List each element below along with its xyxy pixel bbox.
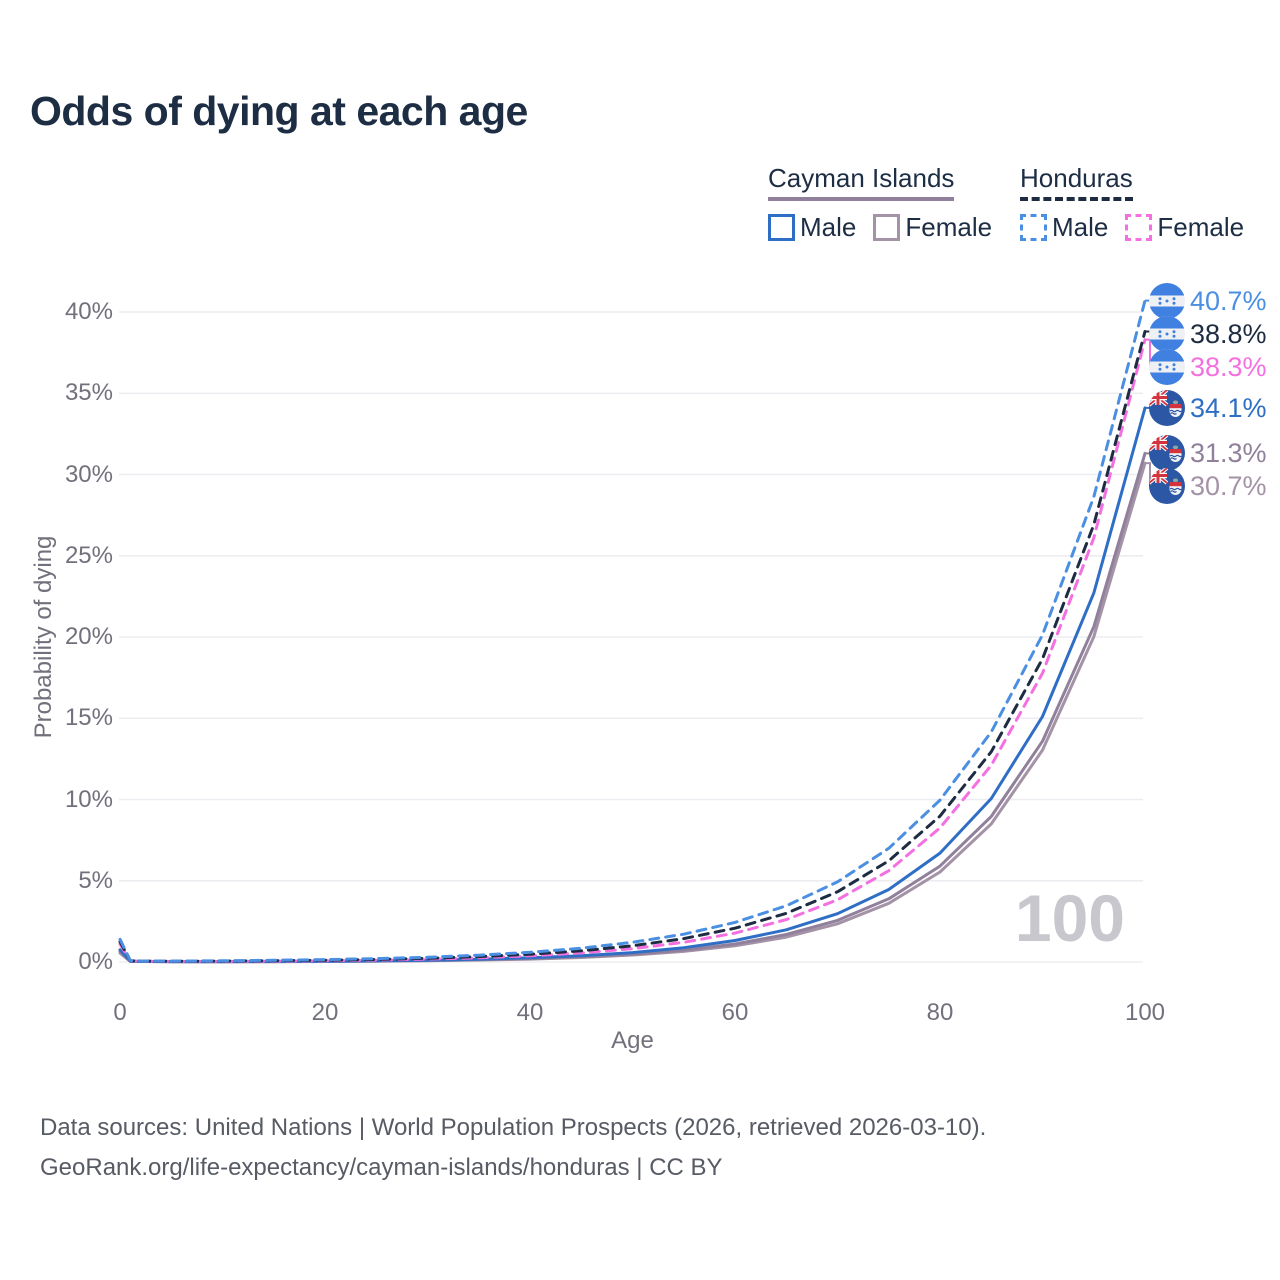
y-axis-title: Probability of dying bbox=[30, 535, 57, 739]
series-line-honduras-female[interactable] bbox=[118, 338, 1147, 963]
x-axis-tick-label: 100 bbox=[1124, 999, 1166, 1026]
legend-item-cayman-male[interactable]: Male bbox=[768, 212, 856, 243]
honduras-male-swatch-icon bbox=[1020, 214, 1047, 241]
honduras-flag-icon bbox=[1149, 349, 1185, 385]
attribution-line: GeoRank.org/life-expectancy/cayman-islan… bbox=[40, 1154, 723, 1181]
legend-group-cayman-islands: Cayman Islands Male Female bbox=[768, 163, 992, 243]
end-label-value: 38.3% bbox=[1190, 351, 1267, 382]
legend-item-honduras-male[interactable]: Male bbox=[1020, 212, 1108, 243]
cayman-islands-flag-icon bbox=[1149, 390, 1185, 426]
cayman-islands-flag-icon bbox=[1149, 435, 1185, 471]
end-label-row-cayman-islands-both: 31.3% bbox=[1149, 435, 1267, 471]
end-label-value: 40.7% bbox=[1190, 285, 1267, 316]
legend-country-cayman-islands[interactable]: Cayman Islands bbox=[768, 163, 955, 201]
cayman-male-swatch-icon bbox=[768, 214, 795, 241]
y-axis-tick-label: 0% bbox=[78, 948, 113, 975]
y-axis-tick-label: 25% bbox=[64, 542, 113, 569]
series-line-honduras-male[interactable] bbox=[118, 299, 1147, 963]
series-line-cayman-islands-both[interactable] bbox=[118, 451, 1147, 964]
legend-label-honduras-female: Female bbox=[1157, 212, 1245, 242]
end-label-row-honduras-male: 40.7% bbox=[1149, 283, 1267, 319]
legend-country-honduras[interactable]: Honduras bbox=[1020, 163, 1133, 201]
honduras-female-swatch-icon bbox=[1125, 214, 1153, 241]
y-axis-tick-label: 40% bbox=[64, 298, 113, 325]
legend-row-cayman: Male Female bbox=[768, 212, 992, 243]
legend-label-honduras-male: Male bbox=[1052, 212, 1109, 242]
y-axis-tick-label: 15% bbox=[64, 704, 113, 731]
x-axis-tick-label: 0 bbox=[113, 999, 127, 1026]
series-line-honduras-both[interactable] bbox=[118, 330, 1147, 963]
legend-row-honduras: Male Female bbox=[1020, 212, 1244, 243]
hovered-age-watermark: 100 bbox=[1014, 881, 1125, 955]
x-axis-tick-label: 60 bbox=[721, 999, 749, 1026]
legend-label-cayman-male: Male bbox=[800, 212, 857, 242]
honduras-flag-icon bbox=[1149, 316, 1185, 352]
y-axis-tick-label: 5% bbox=[78, 867, 113, 894]
data-sources-line: Data sources: United Nations | World Pop… bbox=[40, 1114, 987, 1141]
end-label-value: 30.7% bbox=[1190, 470, 1267, 501]
y-axis-tick-label: 20% bbox=[64, 623, 113, 650]
footer: Data sources: United Nations | World Pop… bbox=[40, 1108, 986, 1188]
end-label-value: 31.3% bbox=[1190, 437, 1267, 468]
series-line-cayman-islands-male[interactable] bbox=[118, 406, 1147, 964]
y-axis-tick-label: 35% bbox=[64, 379, 113, 406]
x-axis-tick-label: 40 bbox=[516, 999, 544, 1026]
page-title: Odds of dying at each age bbox=[30, 88, 528, 134]
end-label-row-cayman-islands-male: 34.1% bbox=[1149, 390, 1267, 426]
x-axis-title: Age bbox=[611, 1027, 654, 1054]
x-axis-tick-label: 80 bbox=[926, 999, 954, 1026]
end-label-value: 38.8% bbox=[1190, 318, 1267, 349]
legend-item-honduras-female[interactable]: Female bbox=[1125, 212, 1244, 243]
honduras-flag-icon bbox=[1149, 283, 1185, 319]
cayman-female-swatch-icon bbox=[873, 214, 901, 241]
cayman-islands-flag-icon bbox=[1149, 468, 1185, 504]
end-label-value: 34.1% bbox=[1190, 392, 1267, 423]
end-label-row-cayman-islands-female: 30.7% bbox=[1149, 468, 1267, 504]
y-axis-tick-label: 10% bbox=[64, 786, 113, 813]
y-axis-tick-label: 30% bbox=[64, 461, 113, 488]
end-label-row-honduras-female: 38.3% bbox=[1149, 349, 1267, 385]
legend-label-cayman-female: Female bbox=[905, 212, 993, 242]
x-axis-tick-label: 20 bbox=[311, 999, 339, 1026]
legend-item-cayman-female[interactable]: Female bbox=[873, 212, 992, 243]
series-line-cayman-islands-female[interactable] bbox=[118, 461, 1147, 964]
end-label-row-honduras-both: 38.8% bbox=[1149, 316, 1267, 352]
legend-group-honduras: Honduras Male Female bbox=[1020, 163, 1244, 243]
